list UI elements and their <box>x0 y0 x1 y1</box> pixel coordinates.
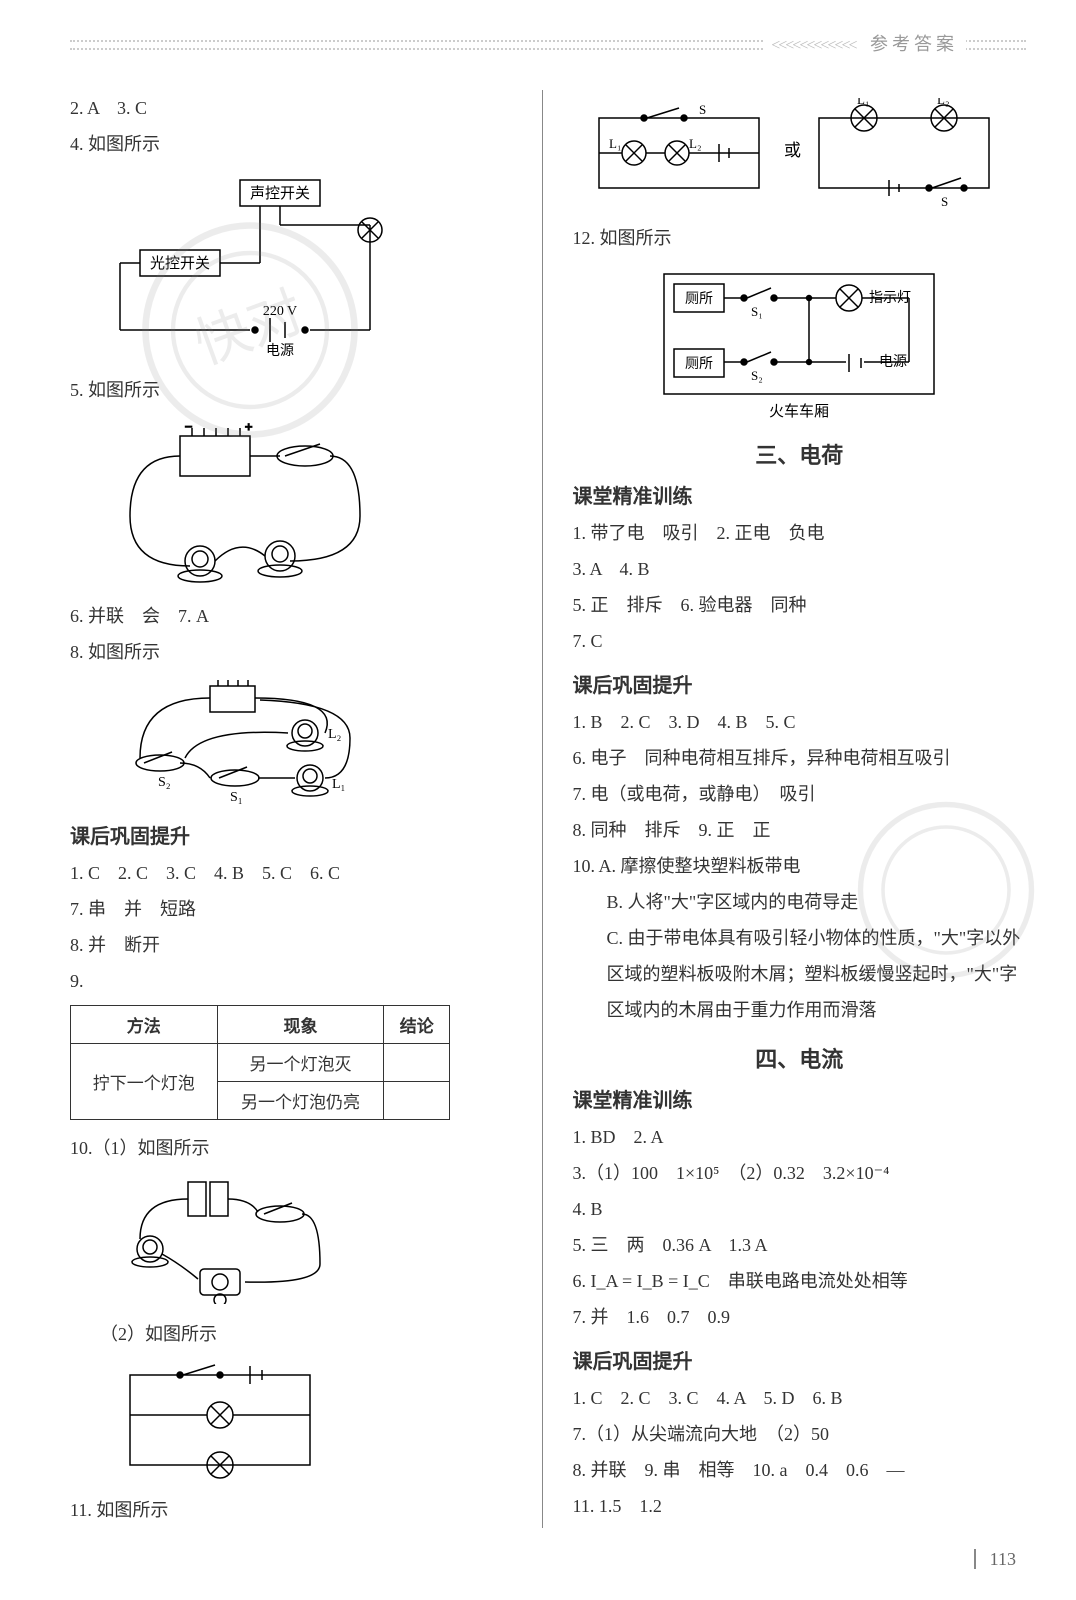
left-a11: 11. 如图所示 <box>70 1492 524 1528</box>
content-columns: 2. A 3. C 4. 如图所示 <box>70 90 1026 1528</box>
answer-6-7: 6. 并联 会 7. A <box>70 598 524 634</box>
answer-5: 5. 如图所示 <box>70 372 524 408</box>
table-h1: 方法 <box>71 1006 218 1044</box>
table-r2c2: 另一个灯泡仍亮 <box>217 1082 384 1120</box>
b1: 1. B 2. C 3. D 4. B 5. C <box>573 704 1027 740</box>
section-3b: 课后巩固提升 <box>573 669 1027 698</box>
answer-8: 8. 如图所示 <box>70 634 524 670</box>
svg-text:L₂: L₂ <box>937 98 949 107</box>
fig8-l2: L₂ <box>328 727 342 742</box>
c1: 1. BD 2. A <box>573 1119 1027 1155</box>
table-r1c2: 另一个灯泡灭 <box>217 1044 384 1082</box>
answer-12: 12. 如图所示 <box>573 220 1027 256</box>
svg-text:S₂: S₂ <box>751 368 763 383</box>
svg-text:+: + <box>245 419 252 434</box>
header-text: 参考答案 <box>870 34 958 54</box>
left-column: 2. A 3. C 4. 如图所示 <box>70 90 543 1528</box>
figure-10-1 <box>110 1174 330 1304</box>
figure-12-train: 厕所 S₁ 指示灯 S₂ 电源 厕所 火车车厢 <box>649 264 949 424</box>
left-a8: 8. 并 断开 <box>70 927 524 963</box>
section-3a: 课堂精准训练 <box>573 480 1027 509</box>
b6: 6. 电子 同种电荷相互排斥，异种电荷相互吸引 <box>573 740 1027 776</box>
table-r2c3 <box>384 1082 450 1120</box>
c5: 5. 三 两 0.36 A 1.3 A <box>573 1227 1027 1263</box>
d8: 8. 并联 9. 串 相等 10. a 0.4 0.6 — <box>573 1452 1027 1488</box>
figure-11-circuits: S L₁ L₂ 或 <box>589 98 1009 208</box>
figure-10-2 <box>110 1360 330 1480</box>
right-column: S L₁ L₂ 或 <box>573 90 1027 1528</box>
s3-5: 5. 正 排斥 6. 验电器 同种 <box>573 587 1027 623</box>
svg-text:S: S <box>941 194 948 208</box>
answer-2-3: 2. A 3. C <box>70 90 524 126</box>
section-4-title: 四、电流 <box>573 1042 1027 1074</box>
section-3-title: 三、电荷 <box>573 438 1027 470</box>
svg-text:S₁: S₁ <box>751 304 763 319</box>
fig12-caption: 火车车厢 <box>769 403 829 420</box>
b8: 8. 同种 排斥 9. 正 正 <box>573 812 1027 848</box>
svg-text:S: S <box>699 102 706 117</box>
left-a7: 7. 串 并 短路 <box>70 891 524 927</box>
svg-text:−: − <box>185 419 192 434</box>
left-a10: 10.（1）如图所示 <box>70 1130 524 1166</box>
c3: 3.（1）100 1×10⁵ （2）0.32 3.2×10⁻⁴ <box>573 1155 1027 1191</box>
page-number: 113 <box>974 1549 1016 1570</box>
left-a1: 1. C 2. C 3. C 4. B 5. C 6. C <box>70 855 524 891</box>
fig4-light-switch: 光控开关 <box>150 255 210 272</box>
fig8-l1: L₁ <box>332 777 345 792</box>
c7: 7. 并 1.6 0.7 0.9 <box>573 1299 1027 1335</box>
section-after-class: 课后巩固提升 <box>70 820 524 849</box>
figure-5-circuit: −+ <box>110 416 370 586</box>
b10c: C. 由于带电体具有吸引轻小物体的性质，"大"字以外区域的塑料板吸附木屑；塑料板… <box>573 920 1027 1028</box>
answer-4: 4. 如图所示 <box>70 126 524 162</box>
svg-text:电源: 电源 <box>879 354 907 370</box>
figure-4-circuit: 声控开关 光控开关 220 V 电源 <box>110 170 410 360</box>
left-a9: 9. <box>70 963 524 999</box>
s3-7: 7. C <box>573 623 1027 659</box>
c6: 6. I_A = I_B = I_C 串联电路电流处处相等 <box>573 1263 1027 1299</box>
page-header: <<<<<<<<<<<< 参考答案 <box>70 30 1026 70</box>
b7: 7. 电（或电荷，或静电） 吸引 <box>573 776 1027 812</box>
svg-text:L₁: L₁ <box>857 98 869 107</box>
page: 快对 <<<<<<<<<<<< 参考答案 2. A 3. C 4. 如图所示 <box>0 0 1076 1600</box>
svg-text:厕所: 厕所 <box>685 291 713 307</box>
b10b: B. 人将"大"字区域内的电荷导走 <box>573 884 1027 920</box>
table-r1c1: 拧下一个灯泡 <box>71 1044 218 1120</box>
fig8-s1: S₁ <box>230 790 243 805</box>
figure-8-circuit: S₂ S₁ L₂ L₁ <box>110 678 370 808</box>
fig4-source: 电源 <box>266 343 294 359</box>
table-r1c3 <box>384 1044 450 1082</box>
d11: 11. 1.5 1.2 <box>573 1488 1027 1524</box>
s3-3: 3. A 4. B <box>573 551 1027 587</box>
table-h2: 现象 <box>217 1006 384 1044</box>
section-4b: 课后巩固提升 <box>573 1345 1027 1374</box>
table-h3: 结论 <box>384 1006 450 1044</box>
s3-1: 1. 带了电 吸引 2. 正电 负电 <box>573 515 1027 551</box>
left-a10-2: （2）如图所示 <box>70 1316 524 1352</box>
fig8-s2: S₂ <box>158 775 171 790</box>
svg-text:L₂: L₂ <box>689 136 701 151</box>
fig4-sound-switch: 声控开关 <box>250 184 310 202</box>
answer-9-table: 方法 现象 结论 拧下一个灯泡 另一个灯泡灭 另一个灯泡仍亮 <box>70 1005 450 1120</box>
svg-text:指示灯: 指示灯 <box>869 290 911 306</box>
section-4a: 课堂精准训练 <box>573 1084 1027 1113</box>
b10: 10. A. 摩擦使整块塑料板带电 <box>573 848 1027 884</box>
c4: 4. B <box>573 1191 1027 1227</box>
d1: 1. C 2. C 3. C 4. A 5. D 6. B <box>573 1380 1027 1416</box>
svg-text:L₁: L₁ <box>609 136 621 151</box>
fig11-or: 或 <box>784 141 801 160</box>
d7: 7.（1）从尖端流向大地 （2）50 <box>573 1416 1027 1452</box>
fig4-voltage: 220 V <box>263 304 297 319</box>
header-title: <<<<<<<<<<<< 参考答案 <box>763 30 966 56</box>
chevron-left-icon: <<<<<<<<<<<< <box>771 37 855 54</box>
svg-text:厕所: 厕所 <box>685 356 713 372</box>
